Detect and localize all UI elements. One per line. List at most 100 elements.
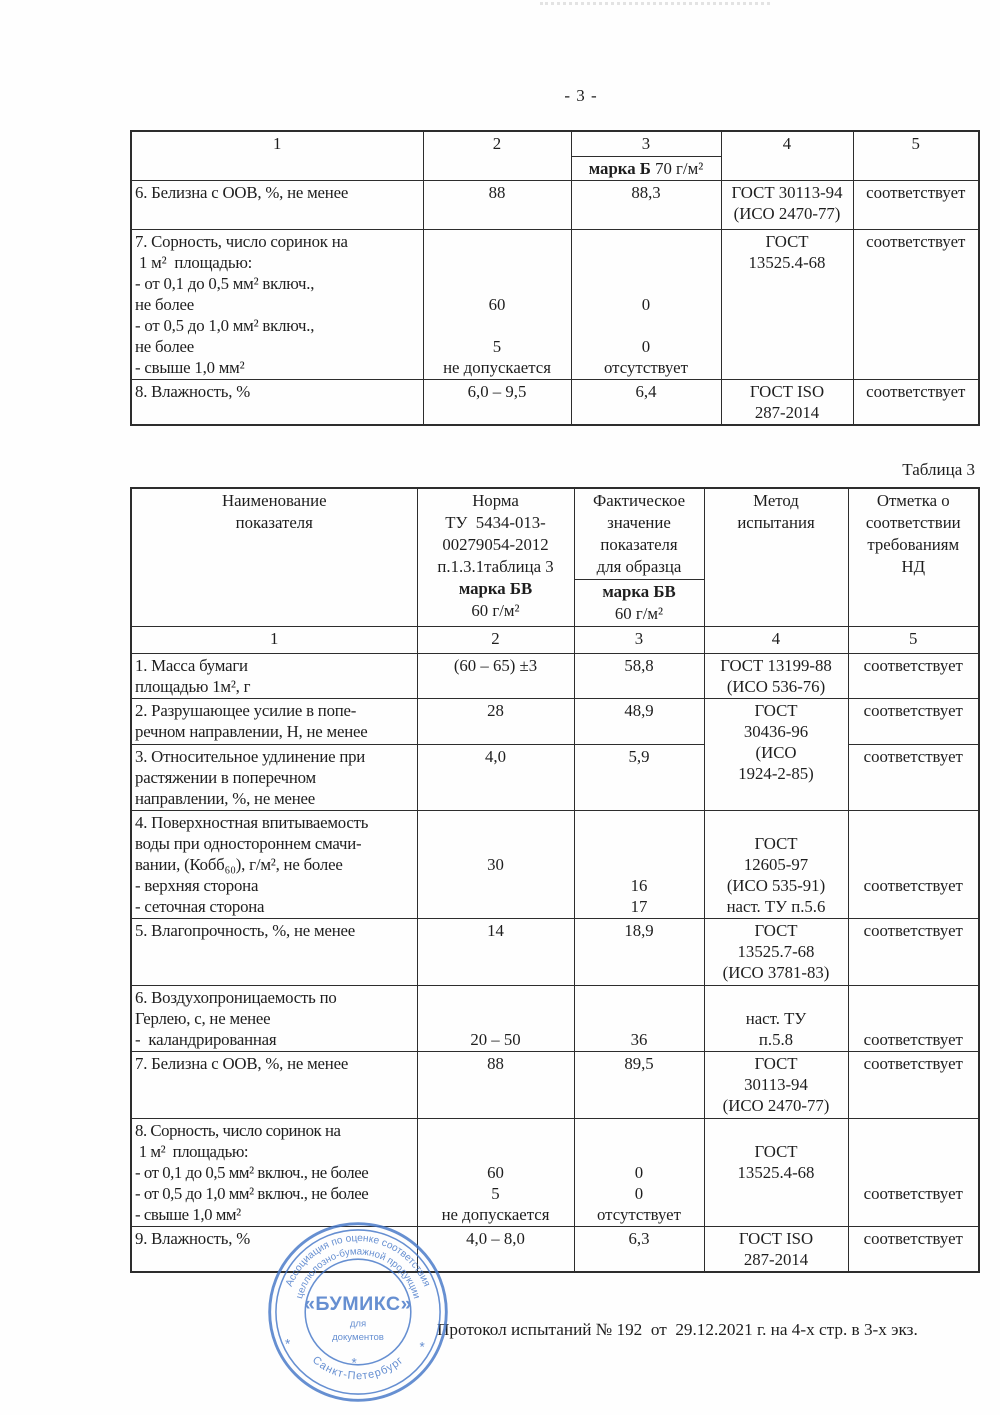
t2-r5-method: ГОСТ 13525.7-68 (ИСО 3781-83) bbox=[703, 918, 849, 986]
t1-r8-actual: 6,4 bbox=[570, 378, 722, 426]
t1-colnum-5: 5 bbox=[852, 130, 980, 181]
t1-r6-mark: соответствует bbox=[852, 179, 980, 230]
t2-r7-norm: 88 bbox=[416, 1051, 575, 1119]
t2-header-actual-grade: марка БВ 60 г/м² bbox=[573, 579, 705, 627]
t1-r8-mark: соответствует bbox=[852, 378, 980, 426]
t2-r1-mark: соответствует bbox=[847, 653, 980, 699]
t2-r2-name: 2. Разрушающее усилие в попе- речном нап… bbox=[130, 698, 418, 745]
t2-r6-actual: 36 bbox=[573, 985, 705, 1052]
t2-r6-name: 6. Воздухопроницаемость по Герлею, с, не… bbox=[130, 985, 418, 1052]
t2-header-norm-grade: марка БВ bbox=[458, 579, 533, 598]
t1-r6-method: ГОСТ 30113-94 (ИСО 2470-77) bbox=[720, 179, 854, 230]
grade-label-bold: марка Б bbox=[588, 158, 651, 178]
t2-actual-grade-bold: марка БВ bbox=[602, 582, 676, 601]
table-row: марка Б 70 г/м² bbox=[131, 155, 979, 181]
t2-r7-mark: соответствует bbox=[847, 1051, 980, 1119]
t2-colnum-1: 1 bbox=[130, 626, 418, 654]
t2-r5-norm: 14 bbox=[416, 918, 575, 986]
t2-r2-mark: соответствует bbox=[847, 698, 980, 745]
t2-r6-method: наст. ТУ п.5.8 bbox=[703, 985, 849, 1052]
t2-r1-norm: (60 – 65) ±3 bbox=[416, 653, 575, 699]
table-row: 7. Сорность, число соринок на 1 м² площа… bbox=[130, 228, 980, 380]
t1-r7-norm: 60 5 не допускается bbox=[422, 228, 572, 380]
table-row: Наименование показателя Норма ТУ 5434-01… bbox=[130, 487, 980, 627]
stamp-sub-line1: для bbox=[350, 1318, 366, 1329]
table-row: 1. Масса бумаги площадью 1м², г (60 – 65… bbox=[130, 653, 980, 699]
t2-r1-name: 1. Масса бумаги площадью 1м², г bbox=[130, 653, 418, 699]
table-row: 5. Влагопрочность, %, не менее 14 18,9 Г… bbox=[130, 918, 980, 986]
stamp-star-bottom: * bbox=[352, 1356, 358, 1371]
table-row: марка БВ 60 г/м² bbox=[131, 579, 979, 627]
t1-r8-name: 8. Влажность, % bbox=[130, 378, 424, 426]
t1-subheader-grade: марка Б 70 г/м² bbox=[570, 155, 722, 181]
t2-r5-actual: 18,9 bbox=[573, 918, 705, 986]
grade-label-grammage: 70 г/м² bbox=[650, 158, 704, 178]
table-row: 3. Относительное удлинение при растяжени… bbox=[130, 744, 980, 811]
t2-colnum-3: 3 bbox=[573, 626, 705, 654]
t1-colnum-2: 2 bbox=[422, 130, 572, 181]
t2-colnum-4: 4 bbox=[703, 626, 849, 654]
t2-r8-mark: соответствует bbox=[847, 1118, 980, 1227]
t2-r8-name: 8. Сорность, число соринок на 1 м² площа… bbox=[130, 1118, 418, 1227]
table-continuation: 1 2 3 4 5 марка Б 70 г/м² 6. Белизна с О… bbox=[130, 130, 980, 426]
t1-r6-name: 6. Белизна с ООВ, %, не менее bbox=[130, 179, 424, 230]
protocol-footer-line: Протокол испытаний № 192 от 29.12.2021 г… bbox=[437, 1320, 918, 1339]
t2-colnum-2: 2 bbox=[416, 626, 575, 654]
t2-r1-method: ГОСТ 13199-88 (ИСО 536-76) bbox=[703, 653, 849, 699]
page-number: - 3 - bbox=[564, 86, 598, 105]
t1-colnum-1: 1 bbox=[130, 130, 424, 181]
stamp-rings bbox=[268, 1222, 448, 1402]
table-row: 7. Белизна с ООВ, %, не менее 88 89,5 ГО… bbox=[130, 1051, 980, 1119]
scan-artifact bbox=[540, 2, 770, 5]
table-row: 8. Влажность, % 6,0 – 9,5 6,4 ГОСТ ISO 2… bbox=[130, 378, 980, 426]
t2-r4-method: ГОСТ 12605-97 (ИСО 535-91) наст. ТУ п.5.… bbox=[703, 810, 849, 919]
t2-r4-actual: 16 17 bbox=[573, 810, 705, 919]
t2-r9-mark: соответствует bbox=[847, 1226, 980, 1273]
t1-r7-mark: соответствует bbox=[852, 228, 980, 380]
t2-actual-grade-grammage: 60 г/м² bbox=[614, 604, 664, 623]
stamp-star-right: * bbox=[419, 1339, 425, 1354]
table-row: 6. Воздухопроницаемость по Герлею, с, не… bbox=[130, 985, 980, 1052]
t2-r1-actual: 58,8 bbox=[573, 653, 705, 699]
table-row: 1 2 3 4 5 bbox=[130, 626, 980, 654]
table-3: Наименование показателя Норма ТУ 5434-01… bbox=[130, 487, 980, 1273]
table-row: 2. Разрушающее усилие в попе- речном нап… bbox=[130, 698, 980, 811]
t2-r7-method: ГОСТ 30113-94 (ИСО 2470-77) bbox=[703, 1051, 849, 1119]
table3-caption: Таблица 3 bbox=[902, 460, 975, 479]
t2-r2-norm: 28 bbox=[416, 698, 575, 745]
t2-r4-name: 4. Поверхностная впитываемость воды при … bbox=[130, 810, 418, 919]
bumix-round-stamp: Ассоциация по оценке соответствия целлюл… bbox=[268, 1222, 448, 1402]
t2-header-mark: Отметка о соответствии требованиям НД bbox=[847, 487, 980, 627]
t2-r7-name: 7. Белизна с ООВ, %, не менее bbox=[130, 1051, 418, 1119]
t1-r6-norm: 88 bbox=[422, 179, 572, 230]
t2-header-norm-text: Норма ТУ 5434-013- 00279054-2012 п.1.3.1… bbox=[437, 491, 554, 576]
t1-colnum-4: 4 bbox=[720, 130, 854, 181]
t1-r8-norm: 6,0 – 9,5 bbox=[422, 378, 572, 426]
t2-r8-method: ГОСТ 13525.4-68 bbox=[703, 1118, 849, 1227]
t2-r2-actual: 48,9 bbox=[573, 698, 705, 745]
t2-r8-norm: 60 5 не допускается bbox=[416, 1118, 575, 1227]
stamp-sub-line2: документов bbox=[332, 1332, 384, 1343]
stamp-arc-city: Санкт-Петербург bbox=[310, 1354, 406, 1382]
t2-header-actual: Фактическое значение показателя для обра… bbox=[573, 487, 705, 580]
t2-r3-norm: 4,0 bbox=[416, 744, 575, 811]
stamp-star-left: * bbox=[285, 1336, 291, 1351]
t2-r4-norm: 30 bbox=[416, 810, 575, 919]
t2-r2-r3-method: ГОСТ 30436-96 (ИСО 1924-2-85) bbox=[703, 698, 849, 811]
table-row: 1 2 3 4 5 bbox=[130, 130, 980, 181]
t1-r7-actual: 0 0 отсутствует bbox=[570, 228, 722, 380]
t2-header-name: Наименование показателя bbox=[130, 487, 418, 627]
t2-header-norm-grammage: 60 г/м² bbox=[471, 601, 520, 620]
t2-r9-name: 9. Влажность, % bbox=[130, 1226, 418, 1273]
t1-r7-name: 7. Сорность, число соринок на 1 м² площа… bbox=[130, 228, 424, 380]
t2-r3-name: 3. Относительное удлинение при растяжени… bbox=[130, 744, 418, 811]
table-row: 8. Сорность, число соринок на 1 м² площа… bbox=[130, 1118, 980, 1227]
t2-colnum-5: 5 bbox=[847, 626, 980, 654]
t2-r7-actual: 89,5 bbox=[573, 1051, 705, 1119]
t2-r9-actual: 6,3 bbox=[573, 1226, 705, 1273]
table-row: 6. Белизна с ООВ, %, не менее 88 88,3 ГО… bbox=[130, 179, 980, 230]
t2-r5-name: 5. Влагопрочность, %, не менее bbox=[130, 918, 418, 986]
t2-r6-mark: соответствует bbox=[847, 985, 980, 1052]
t2-r5-mark: соответствует bbox=[847, 918, 980, 986]
